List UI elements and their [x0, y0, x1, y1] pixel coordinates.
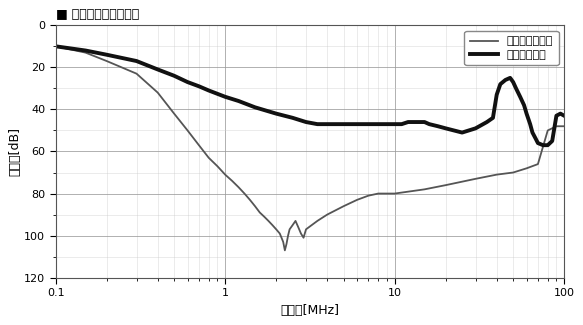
Y-axis label: 減衰量[dB]: 減衰量[dB]: [8, 127, 22, 176]
Text: ■ 減衰特性（静特性）: ■ 減衰特性（静特性）: [55, 8, 139, 21]
Legend: ノーマルモード, コモンモード: ノーマルモード, コモンモード: [465, 31, 559, 65]
X-axis label: 周波数[MHz]: 周波数[MHz]: [280, 304, 339, 317]
